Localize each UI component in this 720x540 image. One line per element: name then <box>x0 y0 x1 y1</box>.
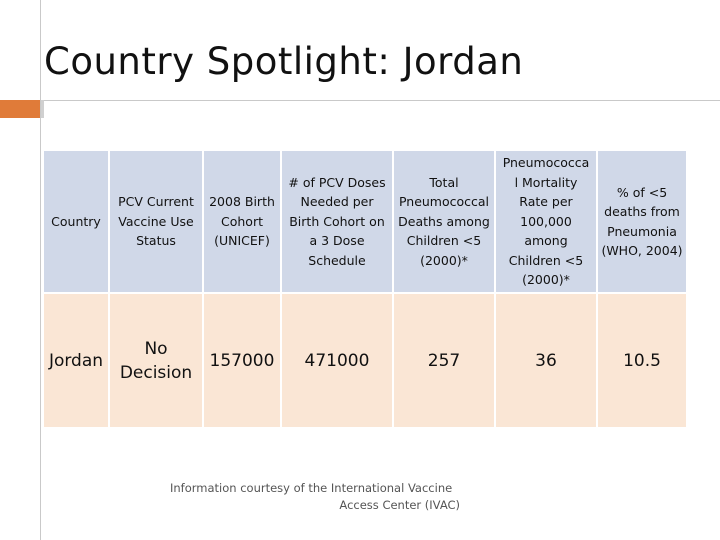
header-birth-cohort: 2008 Birth Cohort (UNICEF) <box>202 149 282 294</box>
header-pcv-status: PCV Current Vaccine Use Status <box>108 149 204 294</box>
cell-birth-cohort: 157000 <box>202 292 282 429</box>
slide-title: Country Spotlight: Jordan <box>44 40 524 83</box>
source-credit: Information courtesy of the Internationa… <box>170 480 460 514</box>
header-pneumonia-deaths: % of <5 deaths from Pneumonia (WHO, 2004) <box>596 149 688 294</box>
data-table: Country PCV Current Vaccine Use Status 200… <box>42 149 688 429</box>
header-pcv-doses: # of PCV Doses Needed per Birth Cohort on a… <box>280 149 394 294</box>
header-country: Country <box>42 149 110 294</box>
cell-mortality-rate: 36 <box>494 292 598 429</box>
cell-pcv-doses: 471000 <box>280 292 394 429</box>
accent-divider <box>41 100 44 118</box>
credit-line-1: Information courtesy of the Internationa… <box>170 481 453 495</box>
credit-line-2: Access Center (IVAC) <box>339 498 460 512</box>
header-mortality-rate: Pneumococca l Mortality Rate per 100,000 amo… <box>494 149 598 294</box>
cell-country: Jordan <box>42 292 110 429</box>
header-row: Country PCV Current Vaccine Use Status 200… <box>42 149 688 294</box>
cell-pcv-status: No Decision <box>108 292 204 429</box>
vertical-rule <box>40 0 41 540</box>
table-row: Jordan No Decision 157000 471000 257 36 1… <box>42 292 688 429</box>
horizontal-rule <box>0 100 720 101</box>
cell-total-deaths: 257 <box>392 292 496 429</box>
header-total-deaths: Total Pneumococcal Deaths among Children <5… <box>392 149 496 294</box>
cell-pneumonia-deaths: 10.5 <box>596 292 688 429</box>
accent-block <box>0 100 40 118</box>
